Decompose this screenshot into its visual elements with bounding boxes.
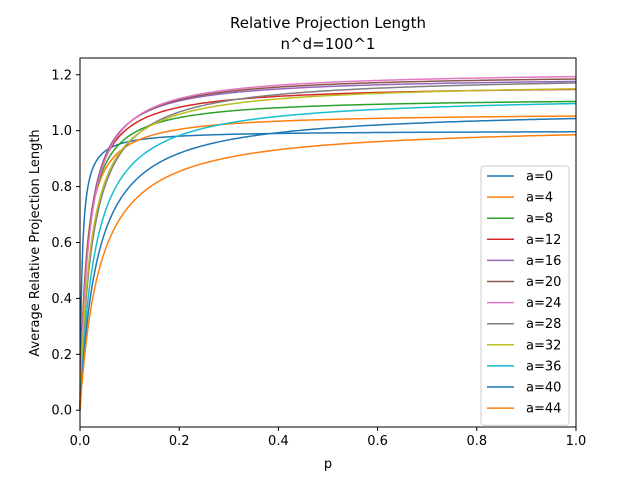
y-tick-label: 0.8 [51, 180, 72, 195]
x-axis-label: p [324, 457, 332, 472]
legend-label: a=28 [526, 317, 561, 332]
legend-label: a=24 [526, 296, 561, 311]
x-tick-label: 0.4 [268, 434, 289, 449]
legend-box [480, 165, 570, 426]
legend-label: a=44 [526, 402, 561, 417]
legend-label: a=0 [526, 170, 553, 185]
y-tick-label: 0.0 [51, 404, 72, 419]
legend: a=0 a=4 a=8 a=12 a=16 a=20 a=24 a=28 a=32 a=36 a=4… [480, 165, 570, 426]
x-tick-label: 0.8 [466, 434, 487, 449]
plot-lines [79, 75, 577, 411]
y-tick-label: 0.6 [51, 236, 72, 251]
series-line-a-40 [79, 117, 577, 411]
legend-label: a=16 [526, 254, 561, 269]
legend-label: a=8 [526, 212, 553, 227]
y-tick-label: 1.0 [51, 124, 72, 139]
legend-label: a=40 [526, 381, 561, 396]
legend-label: a=32 [526, 338, 561, 353]
y-axis-label: Average Relative Projection Length [28, 129, 43, 356]
chart-title: Relative Projection Length [230, 14, 426, 32]
legend-label: a=4 [526, 191, 553, 206]
x-tick-label: 0.0 [70, 434, 91, 449]
series-line-a-28 [79, 82, 577, 411]
x-axis: 0.0 0.2 0.4 0.6 0.8 1.0 [70, 427, 587, 449]
x-tick-label: 0.6 [367, 434, 388, 449]
series-line-a-24 [79, 75, 577, 411]
chart-subtitle: n^d=100^1 [281, 35, 376, 53]
legend-label: a=12 [526, 233, 561, 248]
legend-label: a=20 [526, 275, 561, 290]
series-line-a-44 [79, 133, 577, 411]
x-tick-label: 1.0 [566, 434, 587, 449]
legend-label: a=36 [526, 359, 561, 374]
series-line-a-32 [79, 88, 577, 411]
series-line-a-36 [79, 102, 577, 411]
y-tick-label: 0.2 [51, 348, 72, 363]
y-tick-label: 0.4 [51, 292, 72, 307]
series-line-a-0 [79, 131, 576, 411]
y-axis: 0.0 0.2 0.4 0.6 0.8 1.0 1.2 [51, 68, 80, 419]
x-tick-label: 0.2 [169, 434, 190, 449]
y-tick-label: 1.2 [51, 68, 72, 83]
